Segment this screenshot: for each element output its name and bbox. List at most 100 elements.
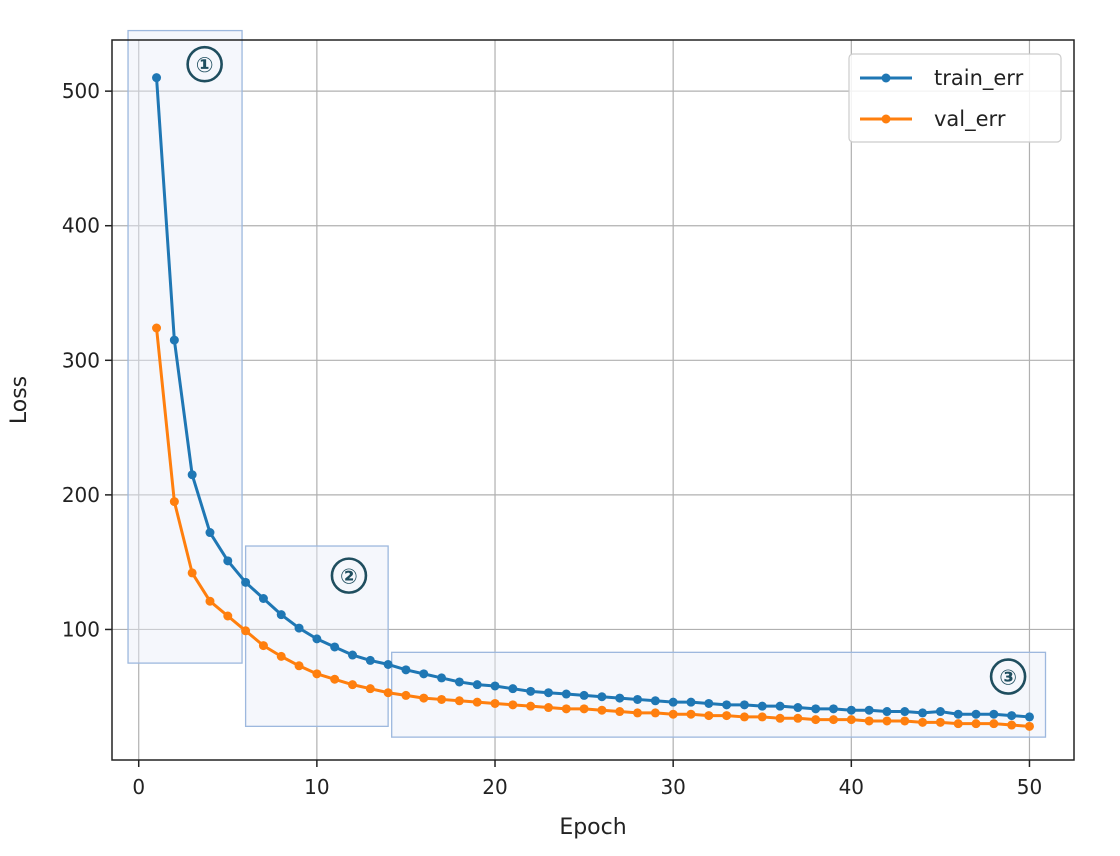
x-tick-label-5: 50 [1017, 775, 1042, 799]
point-train-err-18 [454, 677, 464, 687]
x-tick-label-1: 10 [304, 775, 329, 799]
point-train-err-45 [935, 707, 945, 717]
point-train-err-6 [241, 577, 251, 587]
point-train-err-29 [650, 696, 660, 706]
point-train-err-10 [312, 634, 322, 644]
annotation-box-3 [391, 651, 1047, 738]
point-train-err-33 [722, 700, 732, 710]
legend-marker-train-err [881, 73, 891, 83]
y-axis-label: Loss [7, 376, 32, 424]
axis-ticks: 0 10 20 30 40 50 100 200 300 400 500 [62, 79, 1042, 799]
plot-frame [111, 39, 1075, 761]
y-tick-label-4: 500 [62, 79, 100, 103]
point-val-err-38 [811, 715, 821, 725]
annotation-label-3: ③ [999, 666, 1017, 690]
point-train-err-43 [900, 707, 910, 717]
point-train-err-27 [615, 693, 625, 703]
point-train-err-31 [686, 697, 696, 707]
legend-label-train-err: train_err [934, 66, 1024, 91]
y-tick-label-2: 300 [62, 348, 100, 372]
y-tick-label-0: 100 [62, 617, 100, 641]
point-val-err-33 [722, 711, 732, 721]
point-train-err-35 [757, 701, 767, 711]
point-train-err-7 [258, 594, 268, 604]
point-train-err-22 [526, 686, 536, 696]
point-val-err-19 [472, 697, 482, 707]
point-val-err-20 [490, 698, 500, 708]
point-val-err-11 [330, 674, 340, 684]
annotation-badge-2 [330, 557, 368, 594]
point-train-err-8 [276, 610, 286, 620]
point-val-err-29 [650, 708, 660, 718]
point-val-err-22 [526, 701, 536, 711]
point-train-err-40 [846, 705, 856, 715]
point-val-err-21 [508, 700, 518, 710]
point-val-err-7 [258, 641, 268, 651]
point-train-err-38 [811, 704, 821, 714]
point-train-err-14 [383, 659, 393, 669]
point-val-err-34 [739, 712, 749, 722]
point-train-err-48 [989, 709, 999, 719]
point-val-err-48 [989, 719, 999, 729]
y-tick-label-3: 400 [62, 214, 100, 238]
point-val-err-43 [900, 716, 910, 726]
point-val-err-12 [348, 680, 357, 690]
point-train-err-46 [953, 709, 963, 719]
point-val-err-17 [437, 694, 447, 704]
point-val-err-15 [401, 690, 411, 700]
point-train-err-36 [775, 701, 785, 711]
x-tick-label-3: 30 [660, 775, 685, 799]
point-train-err-28 [633, 694, 643, 704]
point-val-err-44 [918, 717, 928, 727]
point-train-err-26 [597, 692, 607, 702]
point-train-err-17 [437, 673, 447, 683]
point-val-err-16 [419, 693, 429, 703]
point-train-err-44 [918, 708, 928, 718]
point-train-err-13 [365, 655, 375, 665]
point-train-err-19 [472, 680, 482, 690]
point-val-err-14 [383, 688, 393, 698]
point-val-err-18 [454, 696, 464, 706]
point-val-err-30 [668, 709, 678, 719]
point-train-err-37 [793, 703, 803, 713]
annotation-badge-1 [186, 45, 223, 83]
x-axis-label: Epoch [559, 815, 626, 840]
point-val-err-13 [365, 684, 375, 694]
series-line-train-err [155, 77, 1030, 719]
point-train-err-23 [543, 688, 553, 698]
point-val-err-26 [597, 705, 607, 715]
point-val-err-40 [846, 715, 856, 725]
point-train-err-34 [739, 700, 749, 710]
point-train-err-32 [704, 698, 714, 708]
point-train-err-42 [882, 707, 892, 717]
point-train-err-9 [294, 623, 304, 633]
point-val-err-42 [882, 716, 892, 726]
point-val-err-50 [1024, 721, 1034, 731]
point-train-err-5 [223, 556, 233, 566]
point-val-err-47 [971, 719, 981, 729]
legend-label-val-err: val_err [934, 107, 1006, 132]
y-tick-label-1: 200 [62, 483, 100, 507]
point-val-err-4 [205, 596, 215, 606]
point-val-err-9 [294, 661, 304, 671]
grid-lines [112, 40, 1074, 760]
point-val-err-23 [543, 703, 553, 713]
legend-marker-val-err [881, 114, 891, 124]
point-val-err-24 [561, 704, 571, 714]
point-train-err-30 [668, 697, 678, 707]
point-train-err-12 [348, 650, 357, 660]
point-train-err-49 [1007, 711, 1017, 721]
point-val-err-2 [169, 497, 179, 507]
point-train-err-39 [829, 704, 838, 714]
point-train-err-1 [152, 73, 162, 83]
point-val-err-35 [757, 712, 767, 722]
point-train-err-4 [205, 528, 215, 538]
point-val-err-49 [1007, 720, 1017, 730]
point-train-err-11 [330, 642, 340, 652]
point-val-err-1 [152, 323, 162, 333]
point-val-err-25 [579, 704, 589, 714]
point-val-err-8 [276, 651, 286, 661]
point-val-err-3 [187, 568, 197, 578]
annotation-badge-3 [989, 658, 1027, 695]
